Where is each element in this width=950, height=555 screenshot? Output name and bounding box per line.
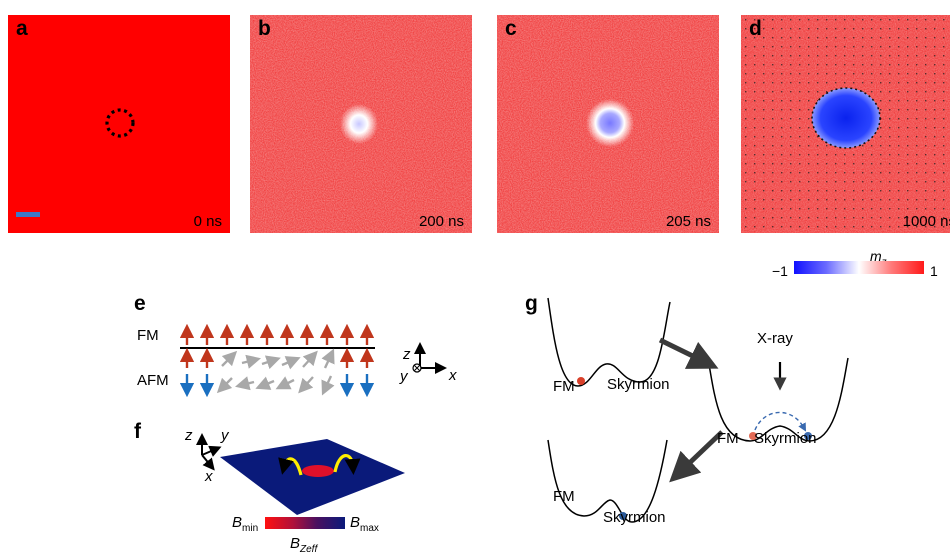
bmin-label: Bmin	[232, 514, 259, 534]
fm-spins-up	[180, 323, 375, 345]
energy-landscape-diagram	[547, 297, 849, 523]
spin-chain-diagram	[180, 323, 375, 398]
field-plane	[220, 439, 405, 515]
g1-skyrmion-label: Skyrmion	[607, 376, 670, 393]
skyrmion-state-ball	[619, 512, 627, 520]
g2-fm-label: FM	[717, 430, 739, 447]
colorbar-gradient	[794, 261, 924, 274]
panel-d-map	[741, 15, 950, 233]
field-spot	[302, 465, 334, 477]
panel-a: a 0 ns	[8, 15, 230, 233]
colorbar-min-label: −1	[772, 263, 788, 279]
f-axis-y: y	[221, 427, 229, 444]
panel-label: c	[505, 17, 517, 40]
time-label: 200 ns	[418, 213, 464, 230]
growing-skyrmion	[586, 99, 634, 147]
xray-label: X-ray	[757, 330, 793, 347]
f-axis-z: z	[185, 427, 193, 444]
panel-c: c 205 ns	[497, 15, 719, 233]
swirl-arrow-right	[333, 454, 361, 475]
e-axis-x: x	[449, 367, 457, 384]
colorbar-max-label: 1	[930, 263, 938, 279]
landscape-initial	[547, 297, 671, 387]
skyrmion-core	[812, 88, 880, 148]
e-axis-y: y	[400, 368, 408, 385]
b-colorbar-gradient	[265, 517, 345, 529]
transition-arrow	[754, 411, 807, 432]
afm-spins-down	[180, 374, 375, 398]
panel-b: b 200 ns	[250, 15, 472, 233]
g3-fm-label: FM	[553, 488, 575, 505]
canted-spins	[216, 348, 335, 396]
skyrmion-state-ball	[804, 432, 812, 440]
bzeff-label: BZeff	[290, 535, 318, 555]
g2-skyrmion-label: Skyrmion	[754, 430, 817, 447]
afm-layer-label: AFM	[137, 372, 169, 389]
time-label: 1000 ns	[902, 213, 950, 230]
landscape-final	[547, 439, 668, 523]
e-axes-icon	[412, 342, 447, 374]
g1-fm-label: FM	[553, 378, 575, 395]
flow-arrow-right	[658, 337, 719, 369]
fm-state-ball	[577, 377, 585, 385]
time-label: 0 ns	[193, 213, 222, 230]
panel-f-label: f	[134, 420, 141, 443]
swirl-arrow-left	[278, 457, 303, 476]
scale-bar	[16, 212, 40, 217]
e-axis-z: z	[403, 346, 411, 363]
panel-a-map	[8, 15, 230, 233]
fm-layer-label: FM	[137, 327, 159, 344]
panel-d: d 1000 ns	[741, 15, 950, 233]
panel-b-map	[250, 15, 472, 233]
bmax-label: Bmax	[350, 514, 379, 534]
panel-label: a	[16, 17, 28, 40]
mz-colorbar: mz −1 1	[770, 248, 950, 288]
f-axis-x: x	[205, 468, 213, 485]
time-label: 205 ns	[665, 213, 711, 230]
afm-top-spins-up	[180, 347, 375, 368]
panel-g-label: g	[525, 292, 538, 315]
seed-spot	[340, 104, 378, 144]
fm-state-ball	[749, 432, 757, 440]
skyrmion-boundary-arrows	[811, 87, 881, 149]
panel-label: b	[258, 17, 271, 40]
nucleation-circle	[105, 108, 135, 138]
panel-label: d	[749, 17, 762, 40]
flow-arrow-down-left	[669, 430, 724, 483]
g3-skyrmion-label: Skyrmion	[603, 509, 666, 526]
panel-e-label: e	[134, 292, 146, 315]
panel-c-map	[497, 15, 719, 233]
f-field-plane	[196, 433, 405, 515]
landscape-xray	[707, 357, 849, 442]
